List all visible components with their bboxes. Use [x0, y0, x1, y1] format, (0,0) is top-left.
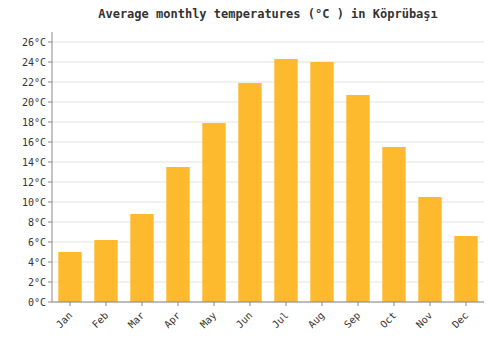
y-tick-label: 16°C — [22, 137, 46, 148]
y-tick-label: 18°C — [22, 117, 46, 128]
y-tick — [48, 182, 52, 183]
x-tick — [430, 302, 431, 306]
bar — [382, 147, 405, 302]
y-tick — [48, 202, 52, 203]
y-tick-label: 12°C — [22, 177, 46, 188]
bars — [58, 59, 477, 302]
grid-line — [52, 82, 484, 83]
x-tick-label: May — [198, 310, 219, 331]
x-tick-label: Apr — [162, 310, 183, 331]
y-tick — [48, 282, 52, 283]
y-tick — [48, 222, 52, 223]
x-tick-label: Feb — [90, 310, 111, 331]
grid-line — [52, 182, 484, 183]
bar — [274, 59, 297, 302]
grid-line — [52, 122, 484, 123]
x-tick-label: Jan — [54, 310, 75, 331]
x-tick-label: Sep — [342, 310, 363, 331]
y-tick — [48, 102, 52, 103]
bar — [58, 252, 81, 302]
bar — [166, 167, 189, 302]
x-tick — [106, 302, 107, 306]
bar — [454, 236, 477, 302]
bar — [130, 214, 153, 302]
grid-line — [52, 102, 484, 103]
x-tick — [358, 302, 359, 306]
y-tick-label: 20°C — [22, 97, 46, 108]
bar — [202, 123, 225, 302]
y-tick-label: 8°C — [28, 217, 46, 228]
chart: Average monthly temperatures (°C ) in Kö… — [0, 0, 500, 350]
x-tick — [286, 302, 287, 306]
bar — [238, 83, 261, 302]
x-tick — [214, 302, 215, 306]
y-tick-label: 26°C — [22, 37, 46, 48]
x-tick-label: Jun — [234, 310, 255, 331]
x-tick — [394, 302, 395, 306]
y-tick-label: 14°C — [22, 157, 46, 168]
x-tick — [250, 302, 251, 306]
x-tick-label: Aug — [306, 310, 327, 331]
y-tick — [48, 262, 52, 263]
grid-line — [52, 62, 484, 63]
y-tick — [48, 82, 52, 83]
grid — [52, 42, 484, 302]
x-tick — [142, 302, 143, 306]
y-tick-label: 4°C — [28, 257, 46, 268]
grid-line — [52, 142, 484, 143]
bar — [346, 95, 369, 302]
x-tick — [322, 302, 323, 306]
x-tick-label: Nov — [414, 310, 435, 331]
grid-line — [52, 302, 484, 303]
y-tick — [48, 302, 52, 303]
title: Average monthly temperatures (°C ) in Kö… — [98, 7, 438, 21]
y-tick-label: 6°C — [28, 237, 46, 248]
y-tick — [48, 62, 52, 63]
y-tick — [48, 42, 52, 43]
y-tick — [48, 242, 52, 243]
y-tick — [48, 162, 52, 163]
y-tick — [48, 122, 52, 123]
x-tick-label: Mar — [126, 310, 147, 331]
x-tick — [178, 302, 179, 306]
y-tick — [48, 142, 52, 143]
y-tick-label: 22°C — [22, 77, 46, 88]
x-tick-label: Jul — [270, 310, 291, 331]
y-tick-label: 2°C — [28, 277, 46, 288]
y-axis — [52, 32, 53, 302]
x-tick — [70, 302, 71, 306]
x-tick-label: Dec — [450, 310, 471, 331]
x-tick — [466, 302, 467, 306]
bar — [418, 197, 441, 302]
y-tick-label: 10°C — [22, 197, 46, 208]
y-tick-label: 0°C — [28, 297, 46, 308]
bar — [310, 62, 333, 302]
x-tick-label: Oct — [378, 310, 399, 331]
grid-line — [52, 42, 484, 43]
grid-line — [52, 162, 484, 163]
x-axis — [52, 302, 484, 303]
y-tick-label: 24°C — [22, 57, 46, 68]
bar — [94, 240, 117, 302]
